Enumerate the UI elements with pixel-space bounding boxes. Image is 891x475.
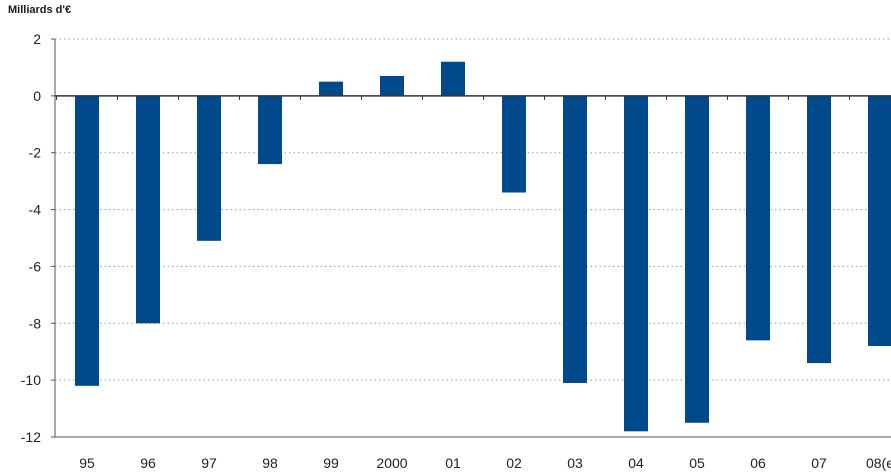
x-tick-label: 04 [628, 455, 644, 471]
x-tick-label: 98 [262, 455, 278, 471]
y-tick-label: -12 [21, 429, 41, 445]
x-tick-label: 99 [323, 455, 339, 471]
bar-95 [75, 95, 99, 386]
x-tick-label: 05 [689, 455, 705, 471]
bar-96 [136, 95, 160, 324]
bar-08e [868, 95, 891, 347]
y-tick-label: -10 [21, 372, 41, 388]
y-tick-label: -6 [29, 258, 42, 274]
y-axis-unit-label: Milliards d'€ [8, 4, 72, 16]
x-tick-label: 08(e [866, 455, 891, 471]
bar-02 [502, 95, 526, 193]
bar-97 [197, 95, 221, 241]
x-tick-label: 95 [79, 455, 95, 471]
x-tick-label: 96 [140, 455, 156, 471]
bar-98 [258, 95, 282, 165]
x-tick-label: 03 [567, 455, 583, 471]
bar-04 [624, 95, 648, 432]
x-tick-label: 01 [445, 455, 461, 471]
x-tick-label: 97 [201, 455, 217, 471]
y-tick-label: 0 [33, 88, 41, 104]
y-tick-label: 2 [33, 31, 41, 47]
bar-07 [807, 95, 831, 364]
bar-99 [319, 81, 343, 96]
bar-01 [441, 61, 465, 96]
x-tick-label: 07 [811, 455, 827, 471]
y-tick-label: -8 [29, 315, 42, 331]
x-tick-label: 2000 [376, 455, 407, 471]
bar-05 [685, 95, 709, 423]
bar-03 [563, 95, 587, 383]
y-tick-label: -4 [29, 202, 42, 218]
bar-2000 [380, 75, 404, 96]
y-tick-label: -2 [29, 145, 42, 161]
x-tick-label: 06 [750, 455, 766, 471]
x-tick-label: 02 [506, 455, 522, 471]
bar-06 [746, 95, 770, 341]
